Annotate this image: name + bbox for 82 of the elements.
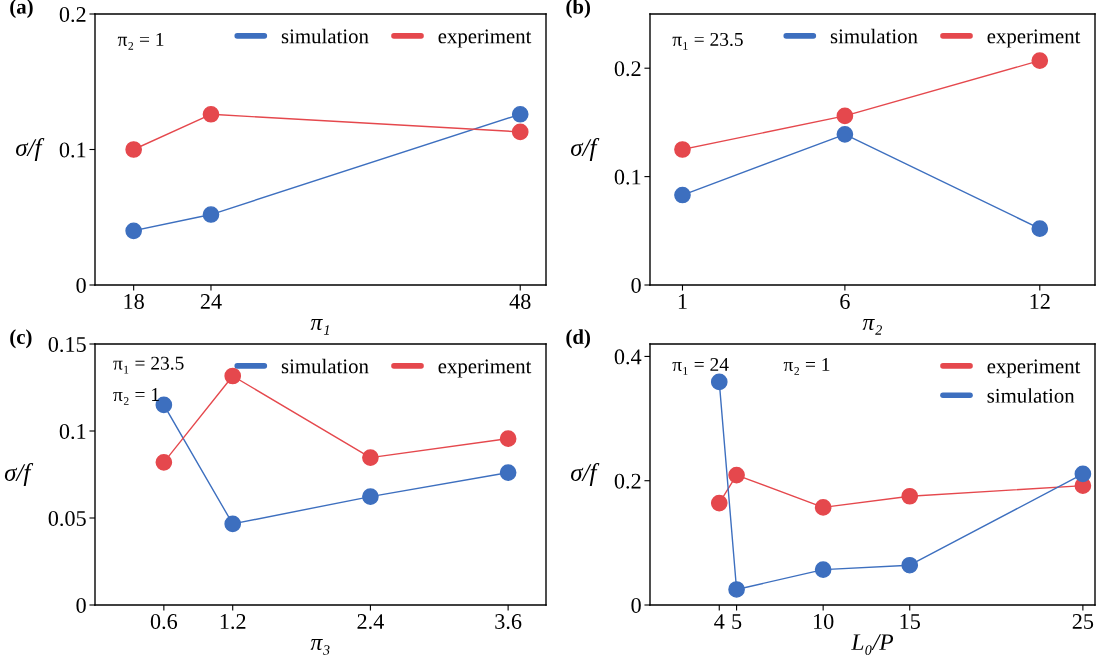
x-tick-label: 12 (1030, 294, 1050, 309)
x-axis-title: π₁ (310, 319, 329, 335)
chart-title: (b) (566, 0, 590, 19)
chart-title: (d) (566, 329, 590, 349)
point (1031, 220, 1049, 237)
point (728, 466, 745, 484)
point (674, 186, 691, 204)
point (814, 499, 832, 516)
y-axis-title: σ/f (570, 463, 600, 486)
point (362, 449, 379, 466)
chart-title: (c) (10, 329, 32, 349)
legend-label: simulation (987, 388, 1075, 403)
x-tick-label: 2.4 (357, 614, 384, 630)
x-tick-label: 48 (509, 293, 531, 309)
x-tick-label: 24 (200, 294, 222, 309)
x-tick-label: 6 (840, 294, 850, 309)
point (901, 556, 919, 574)
point (814, 561, 832, 578)
y-tick-label: 0.4 (614, 349, 642, 365)
legend-label: experiment (987, 29, 1081, 48)
y-tick-label: 0 (631, 277, 641, 293)
point (499, 430, 517, 447)
point (511, 123, 529, 141)
point (224, 515, 242, 533)
legend-label: simulation (830, 28, 918, 44)
legend-label: simulation (281, 28, 369, 44)
point (202, 206, 220, 223)
annotation: π₁ = 23.5 (672, 32, 743, 50)
x-tick-label: 1.2 (220, 614, 246, 630)
annotation: π₂ = 1 (117, 32, 164, 50)
point (1031, 52, 1049, 69)
point (836, 107, 854, 125)
point (202, 105, 220, 123)
point (499, 464, 517, 481)
legend-label: experiment (987, 359, 1081, 378)
y-axis-title: σ/f (570, 138, 600, 161)
point (224, 367, 242, 385)
point (511, 105, 529, 123)
chart-title: (a) (10, 0, 33, 19)
annotation: π₁ = 23.5 (113, 356, 184, 374)
point (1074, 465, 1092, 483)
point (155, 453, 173, 471)
y-tick-label: 0.1 (59, 423, 86, 440)
x-tick-label: 4 (714, 614, 725, 629)
y-tick-label: 0 (76, 277, 86, 293)
x-tick-label: 10 (814, 613, 834, 629)
x-axis-title: π₃ (310, 639, 330, 655)
y-tick-label: 0.1 (614, 169, 641, 185)
annotation: π₂ = 1 (783, 358, 830, 375)
y-tick-label: 0 (76, 597, 86, 613)
legend-label: experiment (438, 359, 532, 378)
x-axis-title: π₂ (862, 319, 882, 335)
y-axis-title: σ/f (15, 138, 45, 161)
x-tick-label: 1 (678, 294, 687, 309)
point (710, 494, 728, 512)
annotation: π₂ = 1 (113, 388, 159, 405)
legend-label: simulation (281, 358, 369, 374)
x-tick-label: 0.6 (150, 613, 178, 630)
x-axis-title: L₀/P (851, 634, 894, 655)
point (674, 141, 691, 158)
y-tick-label: 0.2 (59, 6, 86, 23)
y-axis-title: σ/f (4, 463, 34, 486)
legend-label: experiment (438, 29, 532, 48)
x-tick-label: 3.6 (495, 614, 522, 630)
y-tick-label: 0.1 (59, 142, 86, 158)
point (836, 125, 854, 143)
x-tick-label: 18 (124, 293, 144, 309)
x-tick-label: 15 (900, 614, 920, 629)
point (728, 581, 745, 598)
annotation: π₁ = 24 (672, 357, 729, 375)
point (901, 487, 919, 505)
y-tick-label: 0.2 (614, 61, 641, 77)
y-tick-label: 0.2 (614, 473, 641, 489)
point (125, 141, 142, 158)
x-tick-label: 5 (732, 614, 742, 629)
point (710, 373, 728, 391)
y-tick-label: 0 (631, 597, 641, 613)
point (125, 222, 142, 240)
y-tick-label: 0.05 (48, 510, 86, 527)
y-tick-label: 0.15 (48, 336, 86, 353)
x-tick-label: 25 (1072, 614, 1094, 629)
point (362, 488, 379, 505)
